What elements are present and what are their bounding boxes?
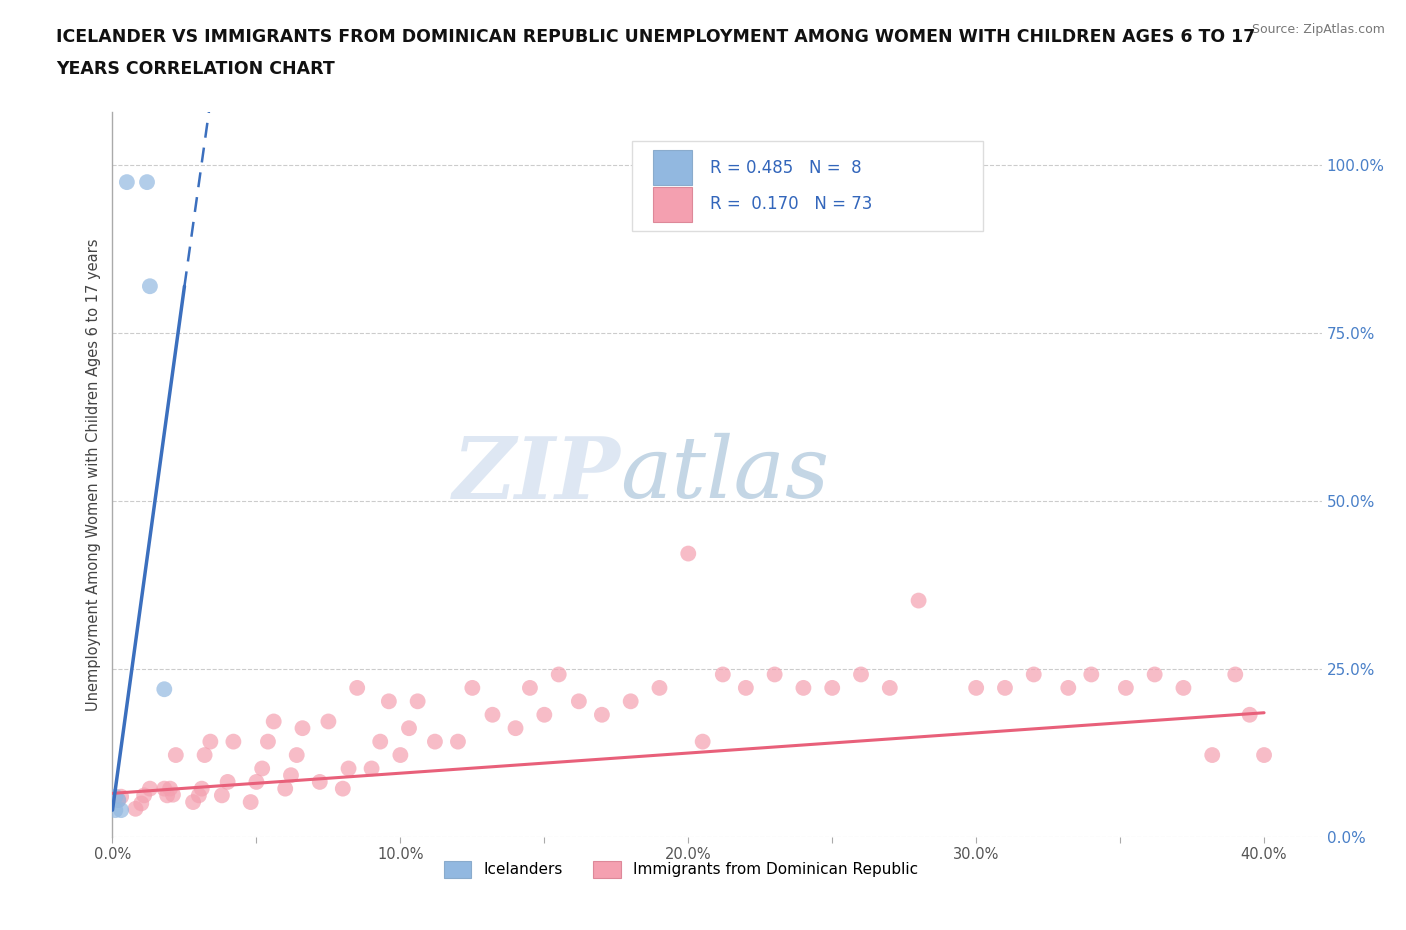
Point — [257, 734, 280, 749]
Text: ZIP: ZIP — [453, 432, 620, 516]
Point — [332, 781, 354, 796]
Point — [533, 708, 555, 723]
Point — [994, 681, 1017, 696]
Point — [107, 792, 129, 807]
Point — [159, 781, 181, 796]
Point — [187, 788, 209, 803]
Point — [368, 734, 391, 749]
Point — [1143, 667, 1166, 682]
Point — [200, 734, 222, 749]
Point — [280, 768, 302, 783]
Point — [139, 279, 162, 294]
Point — [1057, 681, 1080, 696]
Point — [285, 748, 308, 763]
Point — [648, 681, 671, 696]
Point — [734, 681, 756, 696]
Point — [115, 175, 138, 190]
Point — [879, 681, 901, 696]
FancyBboxPatch shape — [633, 140, 983, 232]
Point — [360, 761, 382, 776]
Point — [763, 667, 786, 682]
Point — [461, 681, 484, 696]
Point — [406, 694, 429, 709]
Text: atlas: atlas — [620, 433, 830, 515]
Point — [481, 708, 503, 723]
Point — [447, 734, 470, 749]
Point — [308, 775, 330, 790]
Point — [156, 788, 179, 803]
Point — [1115, 681, 1137, 696]
Point — [519, 681, 541, 696]
Point — [250, 761, 273, 776]
Point — [1225, 667, 1247, 682]
Bar — [652, 150, 692, 185]
Point — [620, 694, 643, 709]
Text: R = 0.485   N =  8: R = 0.485 N = 8 — [710, 159, 862, 177]
Point — [165, 748, 187, 763]
Point — [245, 775, 267, 790]
Point — [907, 593, 929, 608]
Point — [139, 781, 162, 796]
Point — [547, 667, 569, 682]
Point — [291, 721, 314, 736]
Point — [263, 714, 285, 729]
Bar — [652, 187, 692, 221]
Point — [104, 790, 127, 804]
Point — [398, 721, 420, 736]
Point — [692, 734, 714, 749]
Point — [1173, 681, 1195, 696]
Point — [274, 781, 297, 796]
Point — [134, 788, 156, 803]
Point — [505, 721, 527, 736]
Legend: Icelanders, Immigrants from Dominican Republic: Icelanders, Immigrants from Dominican Re… — [437, 855, 924, 884]
Point — [1253, 748, 1275, 763]
Y-axis label: Unemployment Among Women with Children Ages 6 to 17 years: Unemployment Among Women with Children A… — [86, 238, 101, 711]
Point — [337, 761, 360, 776]
Point — [153, 682, 176, 697]
Point — [190, 781, 212, 796]
Point — [107, 792, 129, 807]
Text: YEARS CORRELATION CHART: YEARS CORRELATION CHART — [56, 60, 335, 78]
Point — [181, 794, 204, 809]
Point — [1080, 667, 1102, 682]
Point — [965, 681, 987, 696]
Point — [211, 788, 233, 803]
Point — [136, 175, 159, 190]
Text: R =  0.170   N = 73: R = 0.170 N = 73 — [710, 195, 872, 213]
Point — [821, 681, 844, 696]
Point — [129, 796, 152, 811]
Point — [1239, 708, 1261, 723]
Point — [239, 794, 262, 809]
Point — [153, 781, 176, 796]
Point — [318, 714, 340, 729]
Point — [792, 681, 814, 696]
Point — [110, 790, 132, 804]
Point — [194, 748, 217, 763]
Point — [217, 775, 239, 790]
Point — [568, 694, 591, 709]
Point — [222, 734, 245, 749]
Point — [124, 802, 146, 817]
Point — [711, 667, 734, 682]
Text: ICELANDER VS IMMIGRANTS FROM DOMINICAN REPUBLIC UNEMPLOYMENT AMONG WOMEN WITH CH: ICELANDER VS IMMIGRANTS FROM DOMINICAN R… — [56, 28, 1256, 46]
Point — [678, 546, 700, 561]
Point — [110, 803, 132, 817]
Point — [1022, 667, 1045, 682]
Point — [378, 694, 401, 709]
Point — [849, 667, 872, 682]
Point — [346, 681, 368, 696]
Point — [162, 787, 184, 802]
Text: Source: ZipAtlas.com: Source: ZipAtlas.com — [1251, 23, 1385, 36]
Point — [1201, 748, 1223, 763]
Point — [389, 748, 412, 763]
Point — [423, 734, 446, 749]
Point — [591, 708, 613, 723]
Point — [104, 803, 127, 817]
